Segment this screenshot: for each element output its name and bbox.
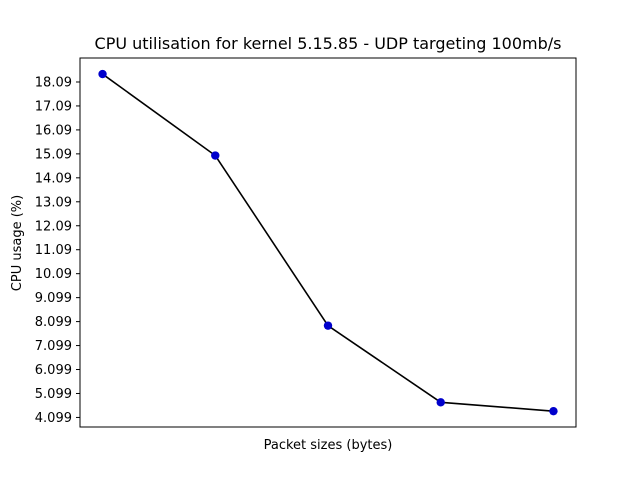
y-tick-label: 18.09 [35, 75, 72, 90]
y-axis-ticks: 4.099 5.099 6.099 7.099 8.099 9.099 10.09 11.09… [35, 75, 80, 426]
y-tick-label: 8.099 [35, 315, 72, 330]
y-tick-label: 7.099 [35, 339, 72, 354]
chart-title: CPU utilisation for kernel 5.15.85 - UDP… [95, 34, 562, 53]
data-point [211, 151, 220, 160]
series-layer [98, 69, 558, 416]
y-tick-label: 15.09 [35, 147, 72, 162]
y-tick-label: 13.09 [35, 195, 72, 210]
y-tick-label: 6.099 [35, 363, 72, 378]
data-point [323, 321, 333, 330]
y-tick-label: 10.09 [35, 267, 72, 282]
y-tick-label: 17.09 [35, 99, 72, 114]
x-axis-label: Packet sizes (bytes) [264, 438, 393, 453]
y-tick-label: 4.099 [35, 411, 72, 426]
data-point [98, 69, 107, 79]
y-tick-label: 11.09 [35, 243, 72, 258]
data-point [436, 398, 445, 407]
y-tick-label: 14.09 [35, 171, 72, 186]
y-tick-label: 16.09 [35, 123, 72, 138]
y-tick-label: 9.099 [35, 291, 72, 306]
y-tick-label: 12.09 [35, 219, 72, 234]
y-tick-label: 5.099 [35, 387, 72, 402]
plot-area-frame [79, 57, 577, 428]
y-axis-label: CPU usage (%) [10, 195, 25, 291]
data-point [549, 406, 558, 416]
